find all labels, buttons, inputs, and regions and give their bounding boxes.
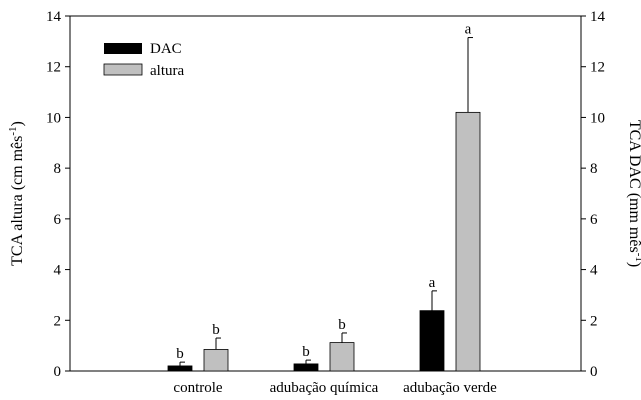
left-tick-label: 8	[54, 161, 62, 177]
right-tick-label: 0	[590, 364, 598, 380]
y-axis-title-right: TCA DAC (mm mês-1)	[626, 120, 641, 267]
bars: b b b b a a	[167, 22, 481, 372]
bar-altura	[455, 111, 481, 372]
legend-swatch-altura	[103, 63, 143, 76]
category-label: adubação verde	[403, 380, 497, 396]
left-tick-label: 4	[54, 263, 62, 279]
right-axis-ticks: 0 2 4 6 8 10 12 14	[581, 9, 606, 380]
significance-letter: a	[429, 275, 436, 291]
significance-letter: b	[302, 344, 310, 360]
left-tick-label: 6	[54, 212, 62, 228]
bar-dac	[293, 363, 319, 372]
left-tick-label: 10	[46, 110, 61, 126]
right-tick-label: 6	[590, 212, 598, 228]
left-tick-label: 2	[54, 313, 62, 329]
bar-altura	[203, 349, 229, 372]
category-label: controle	[173, 380, 222, 396]
legend-label-altura: altura	[150, 63, 184, 79]
legend-swatch-dac	[104, 43, 142, 54]
plot-frame	[69, 15, 582, 372]
significance-letter: a	[465, 22, 472, 38]
category-labels: controle adubação química adubação verde	[173, 380, 497, 396]
significance-letter: b	[338, 317, 346, 333]
right-tick-label: 2	[590, 313, 598, 329]
bar-altura	[329, 342, 355, 372]
left-tick-label: 14	[46, 9, 62, 25]
left-axis-ticks: 0 2 4 6 8 10 12 14	[46, 9, 70, 380]
category-label: adubação química	[270, 380, 379, 396]
legend-label-dac: DAC	[150, 41, 182, 57]
right-tick-label: 14	[590, 9, 606, 25]
left-tick-label: 0	[54, 364, 62, 380]
right-tick-label: 8	[590, 161, 598, 177]
y-axis-title-left: TCA altura (cm mês-1)	[7, 121, 26, 266]
significance-letter: b	[176, 346, 184, 362]
left-tick-label: 12	[46, 60, 61, 76]
right-tick-label: 10	[590, 110, 605, 126]
right-tick-label: 4	[590, 263, 598, 279]
legend: DAC altura	[103, 41, 184, 79]
bar-dac	[167, 365, 193, 372]
right-tick-label: 12	[590, 60, 605, 76]
significance-letter: b	[212, 322, 220, 338]
bar-dac	[419, 310, 445, 372]
